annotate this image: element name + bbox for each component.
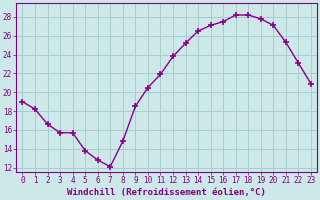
X-axis label: Windchill (Refroidissement éolien,°C): Windchill (Refroidissement éolien,°C): [67, 188, 266, 197]
